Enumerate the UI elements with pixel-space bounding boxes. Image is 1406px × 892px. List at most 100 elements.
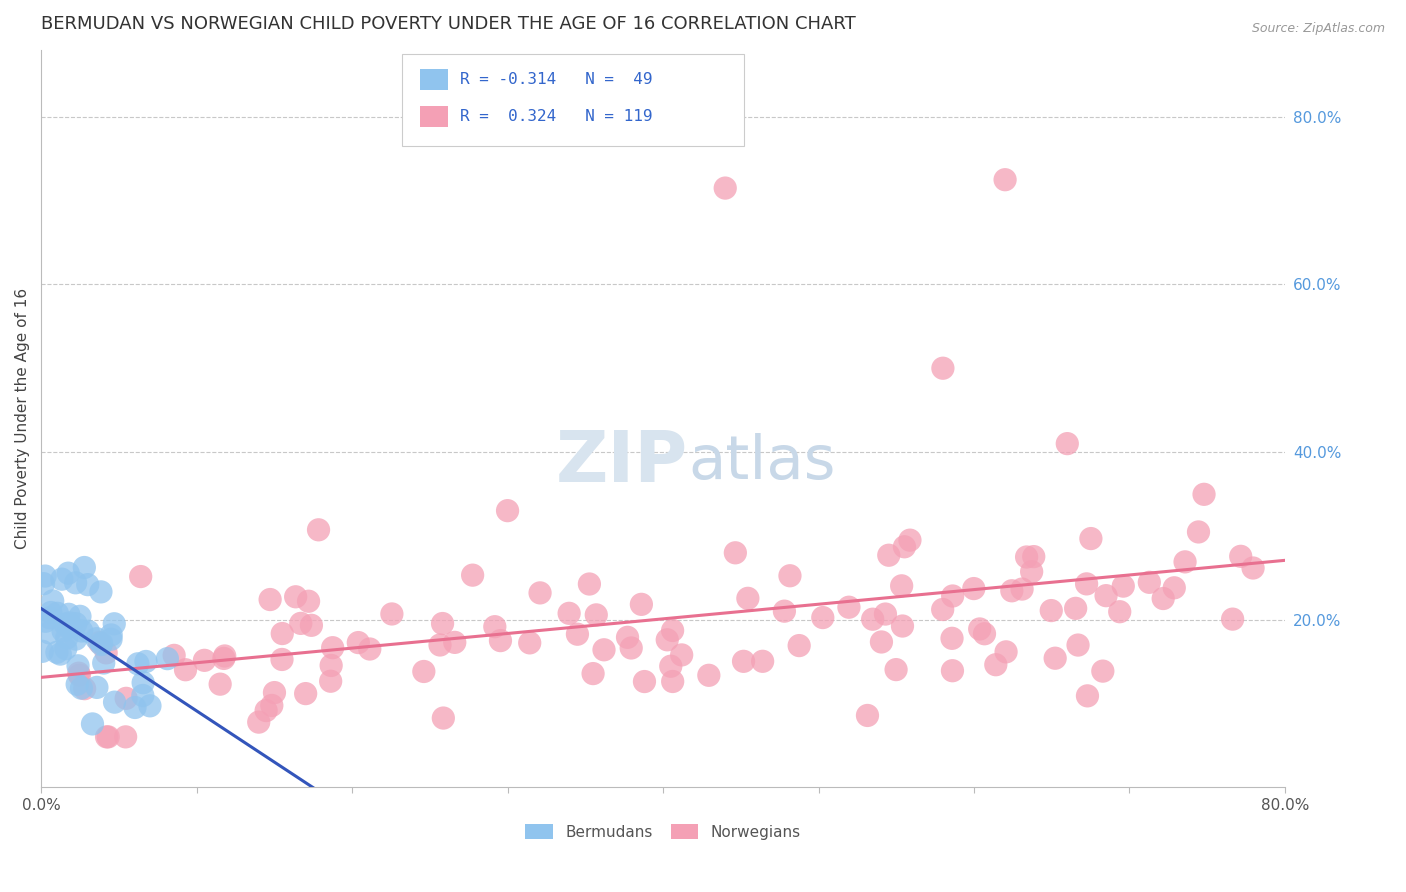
Point (484, 620, 506, 634)
Point (973, 626, 995, 640)
Point (139, 698, 162, 713)
Point (55, 641, 77, 656)
Point (941, 664, 963, 678)
Point (347, 635, 370, 649)
Point (209, 677, 232, 691)
Point (132, 689, 155, 703)
Point (737, 591, 759, 606)
Point (877, 548, 900, 562)
Point (1108, 605, 1130, 619)
Point (489, 633, 512, 648)
Point (659, 659, 682, 673)
Point (429, 638, 451, 652)
Point (1222, 612, 1244, 626)
Point (49, 647, 72, 661)
Point (1137, 575, 1160, 590)
Point (66, 677, 89, 691)
Point (34, 614, 56, 628)
Point (582, 666, 605, 681)
Point (156, 651, 179, 665)
Point (931, 602, 953, 616)
Point (90, 585, 112, 599)
Point (31, 644, 53, 658)
Point (1163, 581, 1185, 595)
Point (297, 594, 319, 608)
Point (127, 657, 149, 671)
Point (578, 577, 600, 591)
Point (100, 632, 122, 647)
Point (963, 582, 986, 596)
Point (51, 572, 73, 586)
Point (132, 675, 155, 690)
Point (1021, 565, 1043, 579)
Point (212, 651, 235, 665)
Point (838, 600, 860, 615)
Point (994, 172, 1017, 186)
Point (67, 666, 90, 681)
Point (1241, 561, 1264, 575)
Point (322, 640, 344, 655)
Point (97, 730, 120, 744)
Point (432, 711, 454, 725)
Point (733, 654, 755, 668)
Point (1095, 589, 1118, 603)
Point (1080, 532, 1102, 546)
Point (58, 621, 80, 635)
Point (862, 612, 884, 626)
Point (773, 604, 796, 618)
Point (290, 616, 312, 631)
Point (163, 648, 186, 663)
Point (308, 523, 330, 537)
Point (1015, 549, 1038, 564)
Point (115, 691, 138, 706)
Point (856, 708, 879, 723)
Point (271, 652, 294, 666)
Point (77, 624, 100, 639)
Point (82, 717, 104, 731)
Point (1064, 601, 1087, 615)
Point (73, 560, 96, 574)
Point (942, 589, 965, 603)
Point (52, 624, 75, 638)
Point (1174, 555, 1197, 569)
Point (661, 624, 683, 638)
Point (58, 615, 80, 630)
Bar (420, 69, 449, 90)
Point (787, 639, 810, 653)
Point (585, 607, 607, 622)
Point (995, 645, 1018, 659)
Point (932, 361, 955, 376)
Text: ZIP: ZIP (555, 428, 688, 497)
Text: R =  0.324   N = 119: R = 0.324 N = 119 (460, 109, 652, 124)
Point (100, 628, 122, 642)
Point (263, 685, 285, 699)
Point (39, 606, 62, 620)
Bar (420, 106, 449, 127)
Text: BERMUDAN VS NORWEGIAN CHILD POVERTY UNDER THE AGE OF 16 CORRELATION CHART: BERMUDAN VS NORWEGIAN CHILD POVERTY UNDE… (41, 15, 856, 33)
Point (1022, 549, 1045, 564)
Point (319, 674, 342, 689)
Point (284, 590, 307, 604)
Point (247, 715, 270, 730)
Point (214, 648, 236, 663)
Point (633, 674, 655, 689)
Point (1091, 664, 1114, 678)
Point (875, 607, 897, 621)
Point (96, 646, 118, 660)
Point (129, 569, 152, 583)
Point (661, 674, 683, 689)
Point (73, 681, 96, 696)
Point (1043, 651, 1066, 665)
Point (193, 653, 215, 667)
Point (432, 616, 454, 631)
Point (294, 687, 316, 701)
Point (890, 579, 912, 593)
Point (697, 668, 720, 682)
Point (381, 607, 404, 621)
Point (34, 569, 56, 583)
Point (443, 635, 465, 649)
Point (259, 592, 281, 607)
Point (32, 576, 55, 591)
Point (714, 181, 737, 195)
Point (86, 632, 108, 646)
